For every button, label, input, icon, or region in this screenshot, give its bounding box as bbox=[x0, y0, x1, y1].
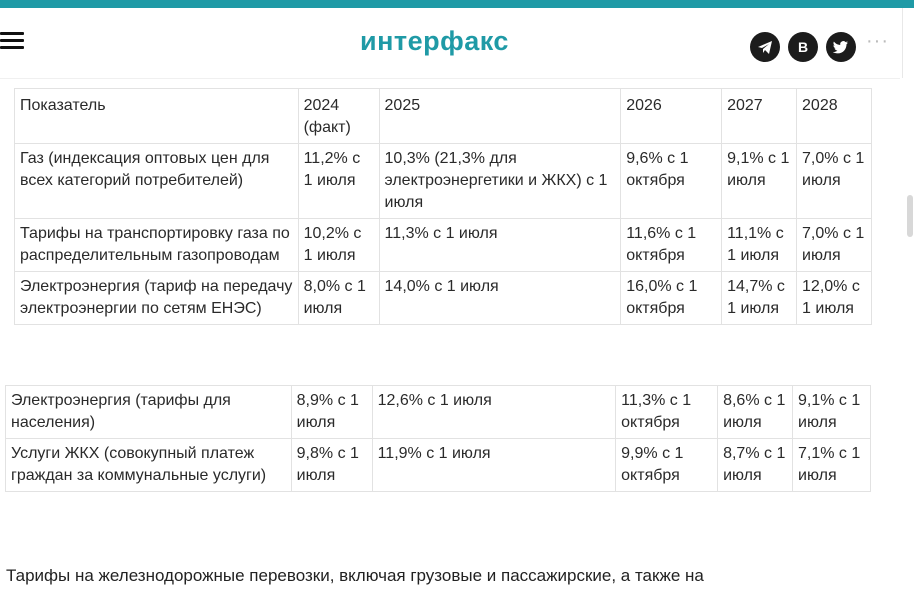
table-cell: 9,1% с 1 июля bbox=[792, 385, 871, 439]
table-cell: 10,3% (21,3% для электроэнергетики и ЖКХ… bbox=[378, 143, 622, 219]
site-logo[interactable]: интерфакс bbox=[360, 26, 509, 56]
table-cell: 8,9% с 1 июля bbox=[290, 385, 373, 439]
table-row: Услуги ЖКХ (совокупный платеж граждан за… bbox=[5, 438, 871, 492]
table-cell: 8,0% с 1 июля bbox=[297, 271, 380, 325]
column-header: 2027 bbox=[721, 88, 798, 144]
table-row: Газ (индексация оптовых цен для всех кат… bbox=[14, 143, 872, 219]
table-cell: 14,7% с 1 июля bbox=[721, 271, 798, 325]
site-header: интерфакс В ··· bbox=[0, 8, 900, 79]
table-cell: 8,7% с 1 июля bbox=[717, 438, 794, 492]
table-cell: 11,2% с 1 июля bbox=[297, 143, 380, 219]
tariffs-table-continued: Электроэнергия (тарифы для населения) 8,… bbox=[5, 385, 871, 492]
table-cell: 12,6% с 1 июля bbox=[371, 385, 617, 439]
top-accent-bar bbox=[0, 0, 914, 8]
table-cell: 7,0% с 1 июля bbox=[796, 218, 872, 272]
vk-icon-label: В bbox=[797, 39, 809, 55]
table-cell: Тарифы на транспортировку газа по распре… bbox=[14, 218, 299, 272]
table-cell: Услуги ЖКХ (совокупный платеж граждан за… bbox=[5, 438, 292, 492]
article-paragraph: Тарифы на железнодорожные перевозки, вкл… bbox=[6, 566, 704, 585]
column-header: Показатель bbox=[14, 88, 299, 144]
table-cell: 9,8% с 1 июля bbox=[290, 438, 373, 492]
table-cell: 9,1% с 1 июля bbox=[721, 143, 798, 219]
table-cell: 10,2% с 1 июля bbox=[297, 218, 380, 272]
table-row: Тарифы на транспортировку газа по распре… bbox=[14, 218, 872, 272]
table-cell: 12,0% с 1 июля bbox=[796, 271, 872, 325]
table-cell: Электроэнергия (тариф на передачу электр… bbox=[14, 271, 299, 325]
table-cell: Электроэнергия (тарифы для населения) bbox=[5, 385, 292, 439]
column-header: 2025 bbox=[378, 88, 622, 144]
table-cell: 16,0% с 1 октября bbox=[620, 271, 723, 325]
table-header-row: Показатель 2024 (факт) 2025 2026 2027 20… bbox=[14, 88, 872, 144]
table-row: Электроэнергия (тариф на передачу электр… bbox=[14, 271, 872, 325]
table-cell: 11,3% с 1 октября bbox=[615, 385, 719, 439]
tariffs-table: Показатель 2024 (факт) 2025 2026 2027 20… bbox=[14, 88, 872, 325]
telegram-icon[interactable] bbox=[750, 32, 780, 62]
table-cell: 8,6% с 1 июля bbox=[717, 385, 794, 439]
table-cell: 9,9% с 1 октября bbox=[615, 438, 719, 492]
header-divider bbox=[902, 8, 903, 78]
table-cell: Газ (индексация оптовых цен для всех кат… bbox=[14, 143, 299, 219]
hamburger-menu-icon[interactable] bbox=[0, 32, 24, 49]
column-header: 2024 (факт) bbox=[297, 88, 380, 144]
more-options-icon[interactable]: ··· bbox=[866, 30, 889, 52]
scrollbar-thumb[interactable] bbox=[907, 195, 913, 237]
table-cell: 11,6% с 1 октября bbox=[620, 218, 723, 272]
vk-icon[interactable]: В bbox=[788, 32, 818, 62]
table-cell: 9,6% с 1 октября bbox=[620, 143, 723, 219]
table-cell: 11,1% с 1 июля bbox=[721, 218, 798, 272]
table-cell: 11,9% с 1 июля bbox=[371, 438, 617, 492]
table-cell: 14,0% с 1 июля bbox=[378, 271, 622, 325]
table-cell: 11,3% с 1 июля bbox=[378, 218, 622, 272]
column-header: 2026 bbox=[620, 88, 723, 144]
column-header: 2028 bbox=[796, 88, 872, 144]
table-cell: 7,0% с 1 июля bbox=[796, 143, 872, 219]
table-cell: 7,1% с 1 июля bbox=[792, 438, 871, 492]
table-row: Электроэнергия (тарифы для населения) 8,… bbox=[5, 385, 871, 439]
twitter-icon[interactable] bbox=[826, 32, 856, 62]
